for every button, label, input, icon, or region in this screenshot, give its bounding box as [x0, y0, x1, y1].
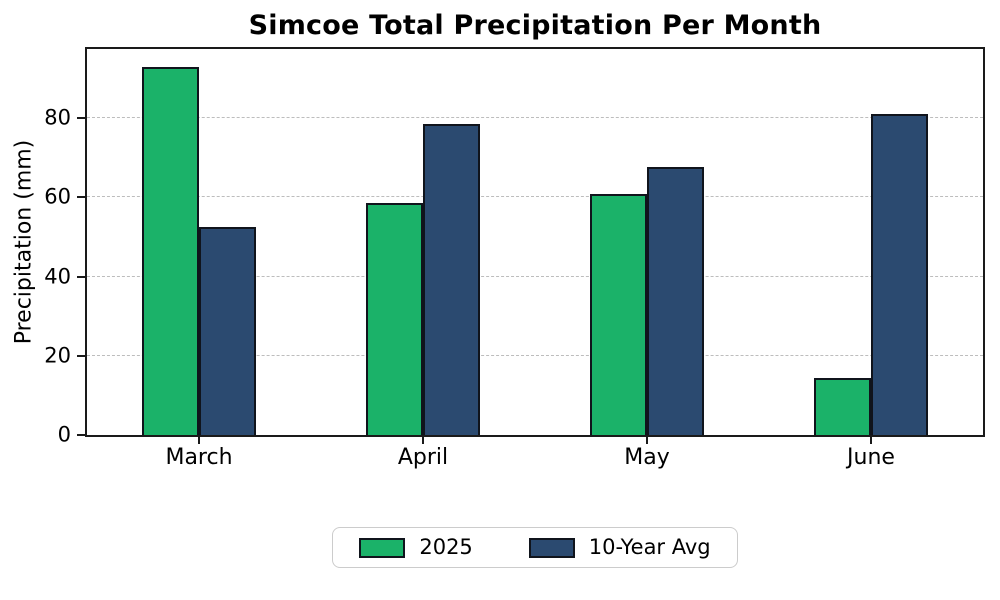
bar-2025-april	[366, 203, 423, 435]
bar-2025-march	[142, 66, 199, 435]
y-tick-20	[77, 354, 85, 357]
y-tick-label-20: 20	[44, 343, 71, 368]
y-tick-label-60: 60	[44, 184, 71, 209]
y-tick-label-0: 0	[57, 422, 71, 447]
x-tick-label-march: March	[165, 445, 233, 470]
legend-swatch-2025-icon	[359, 537, 406, 558]
bar-10-year-avg-june	[871, 114, 928, 435]
y-tick-label-80: 80	[44, 105, 71, 130]
legend-item-10-year-avg: 10-Year Avg	[528, 535, 711, 559]
chart-title: Simcoe Total Precipitation Per Month	[248, 10, 822, 41]
legend-swatch-10-year-avg-icon	[528, 537, 575, 558]
gridline-20	[87, 354, 983, 356]
bar-10-year-avg-may	[647, 166, 704, 435]
bar-10-year-avg-march	[199, 227, 256, 435]
y-tick-label-40: 40	[44, 264, 71, 289]
x-tick-march	[198, 437, 200, 444]
x-tick-label-may: May	[624, 445, 670, 470]
x-tick-june	[870, 437, 872, 444]
x-tick-label-june: June	[847, 445, 895, 470]
x-tick-label-april: April	[397, 445, 449, 470]
y-axis-label: Precipitation (mm)	[11, 139, 37, 345]
bar-10-year-avg-april	[423, 124, 480, 435]
plot-area: 0 20 40 60 80 March April May June	[44, 47, 985, 469]
legend: 2025 10-Year Avg	[332, 527, 738, 568]
legend-row: 2025 10-Year Avg	[85, 527, 985, 568]
x-tick-may	[646, 437, 648, 444]
x-tick-april	[422, 437, 424, 444]
gridline-60	[87, 196, 983, 198]
gridline-80	[87, 117, 983, 119]
legend-item-2025: 2025	[359, 535, 473, 559]
legend-label-10-year-avg: 10-Year Avg	[588, 535, 711, 559]
bar-2025-may	[590, 193, 647, 435]
y-tick-40	[77, 275, 85, 278]
legend-label-2025: 2025	[419, 535, 473, 559]
y-tick-60	[77, 196, 85, 199]
bar-2025-june	[814, 377, 871, 435]
y-tick-0	[77, 434, 85, 436]
y-tick-80	[77, 117, 85, 120]
gridline-40	[87, 275, 983, 277]
